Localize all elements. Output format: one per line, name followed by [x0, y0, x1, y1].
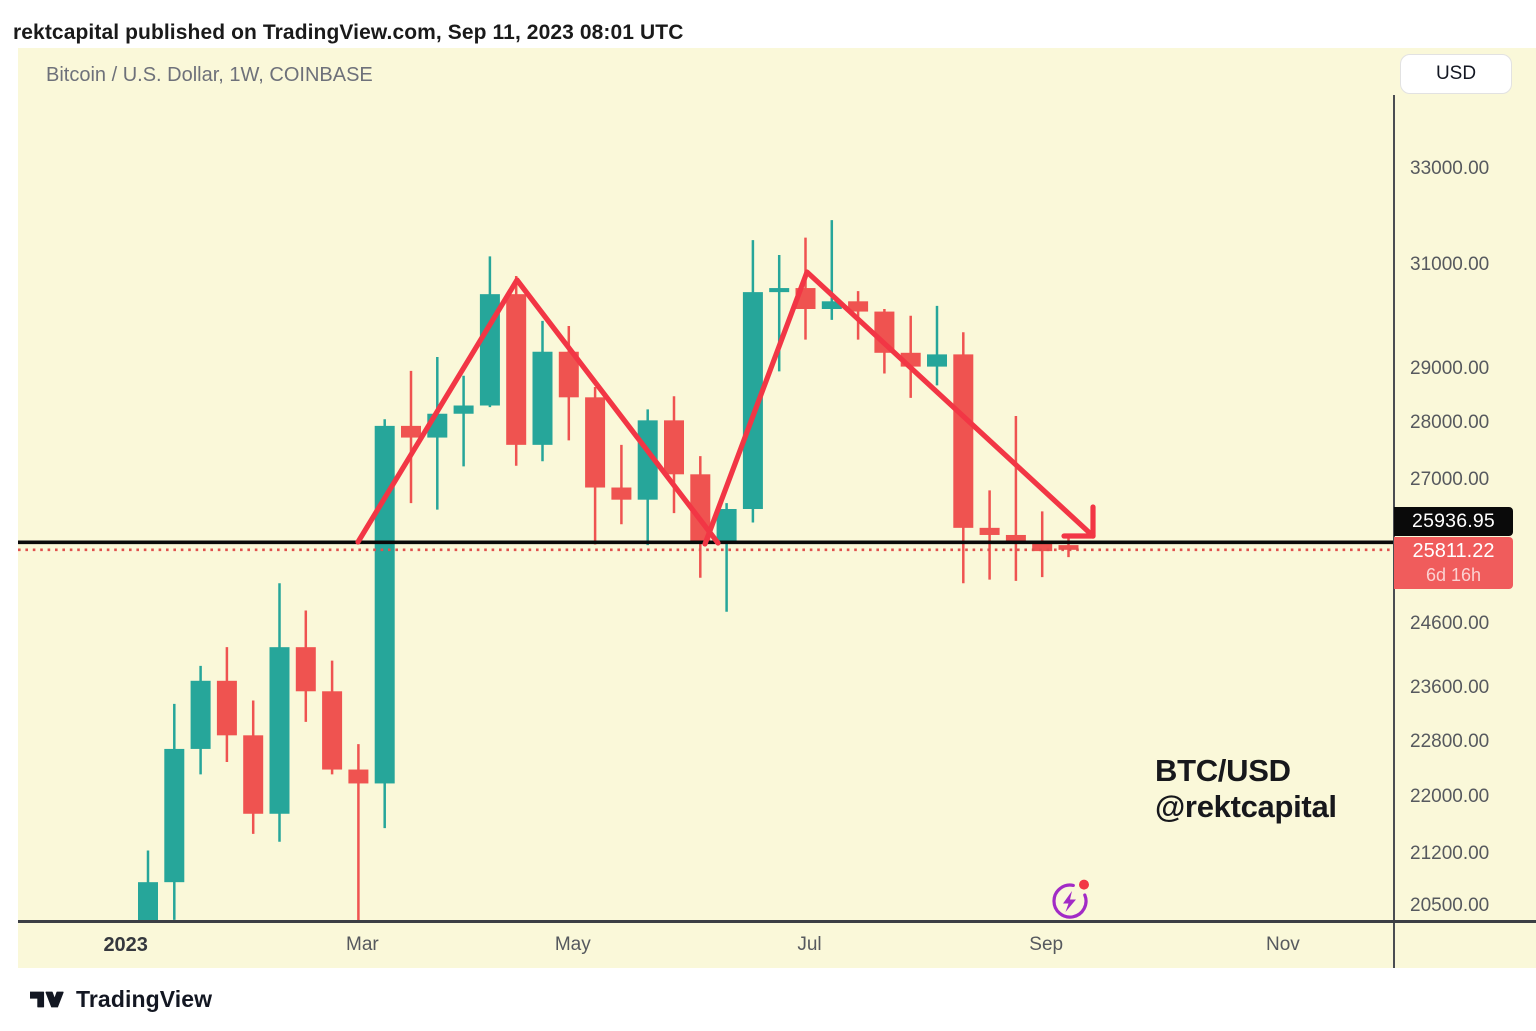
candle-body[interactable]: [953, 354, 974, 528]
header-bar: rektcapital published on TradingView.com…: [0, 0, 1536, 48]
price-axis[interactable]: 33000.00 31000.00 29000.00 28000.00 27000.00…: [1393, 48, 1536, 968]
candle-body[interactable]: [927, 354, 947, 367]
candle-body[interactable]: [821, 301, 842, 310]
trendline-drawing[interactable]: [355, 277, 721, 546]
lightning-bolt-circle-icon: [1052, 879, 1089, 919]
price-tick-label: 21200.00: [1410, 843, 1490, 865]
time-label-month: Nov: [1265, 934, 1300, 955]
last-price: 25811.22: [1412, 540, 1495, 562]
candle-body[interactable]: [269, 647, 290, 814]
time-label-month: Mar: [346, 934, 379, 955]
candle-body[interactable]: [558, 351, 579, 398]
trendline-drawing[interactable]: [702, 269, 1096, 547]
price-tick-label: 24600.00: [1410, 612, 1490, 634]
candle-body[interactable]: [374, 425, 395, 784]
price-tick-label: 23600.00: [1410, 677, 1490, 699]
candle-body[interactable]: [742, 292, 763, 510]
horizontal-line-price: 25936.95: [1412, 510, 1495, 532]
price-tick-label: 20500.00: [1410, 895, 1490, 917]
time-axis[interactable]: 2023 Mar May Jul Sep Nov: [18, 922, 1393, 968]
candle-body[interactable]: [401, 425, 421, 438]
price-tick-label: 28000.00: [1410, 412, 1490, 434]
candle-body[interactable]: [453, 405, 474, 414]
time-axis-border: [18, 920, 1536, 923]
candle-body[interactable]: [322, 691, 343, 770]
candle-body[interactable]: [243, 735, 264, 814]
price-tick-label: 33000.00: [1410, 157, 1490, 179]
footer: TradingView: [30, 986, 212, 1013]
candle-body[interactable]: [664, 420, 684, 475]
currency-toggle-button[interactable]: USD: [1400, 54, 1512, 94]
candle-body[interactable]: [848, 301, 869, 312]
price-tick-label: 22000.00: [1410, 785, 1490, 807]
horizontal-line-price-badge: 25936.95: [1394, 507, 1513, 536]
candle-body[interactable]: [716, 509, 737, 543]
price-tick-label: 31000.00: [1410, 254, 1490, 276]
footer-brand-text[interactable]: TradingView: [76, 986, 213, 1012]
watermark-handle: @rektcapital: [1155, 789, 1337, 824]
candle-body[interactable]: [1058, 545, 1079, 550]
last-price-badge: 25811.22 6d 16h: [1394, 537, 1513, 589]
candle-body[interactable]: [874, 311, 895, 353]
candle-body[interactable]: [769, 288, 790, 293]
candle-body[interactable]: [1032, 543, 1053, 552]
candle-body[interactable]: [585, 397, 606, 488]
symbol-title: Bitcoin / U.S. Dollar, 1W, COINBASE: [46, 64, 373, 86]
candle-body[interactable]: [295, 647, 316, 692]
candlestick-chart[interactable]: [18, 48, 1393, 922]
candle-body[interactable]: [506, 294, 527, 445]
candle-body[interactable]: [611, 487, 632, 500]
candle-body[interactable]: [164, 748, 185, 883]
candle-body[interactable]: [637, 420, 658, 500]
candle-body[interactable]: [1005, 534, 1026, 544]
time-label-year: 2023: [103, 934, 148, 956]
time-label-month: Jul: [797, 934, 822, 955]
time-label-month: Sep: [1029, 934, 1064, 955]
watermark-symbol: BTC/USD: [1155, 753, 1291, 788]
candle-body[interactable]: [348, 769, 369, 784]
time-label-month: May: [554, 934, 591, 955]
candle-body[interactable]: [979, 527, 1000, 535]
publish-attribution: rektcapital published on TradingView.com…: [13, 21, 684, 44]
candle-body[interactable]: [138, 882, 158, 922]
candle-body[interactable]: [532, 351, 553, 445]
price-tick-label: 27000.00: [1410, 468, 1490, 490]
tradingview-logo-icon: [30, 991, 64, 1008]
candle-body[interactable]: [216, 680, 237, 736]
candle-body[interactable]: [190, 680, 211, 749]
chart-panel: [18, 48, 1536, 968]
bar-countdown: 6d 16h: [1425, 565, 1482, 585]
price-tick-label: 22800.00: [1410, 730, 1490, 752]
candle-body[interactable]: [479, 294, 500, 406]
price-tick-label: 29000.00: [1410, 357, 1490, 379]
chart-watermark: BTC/USD @rektcapital: [1155, 753, 1337, 825]
